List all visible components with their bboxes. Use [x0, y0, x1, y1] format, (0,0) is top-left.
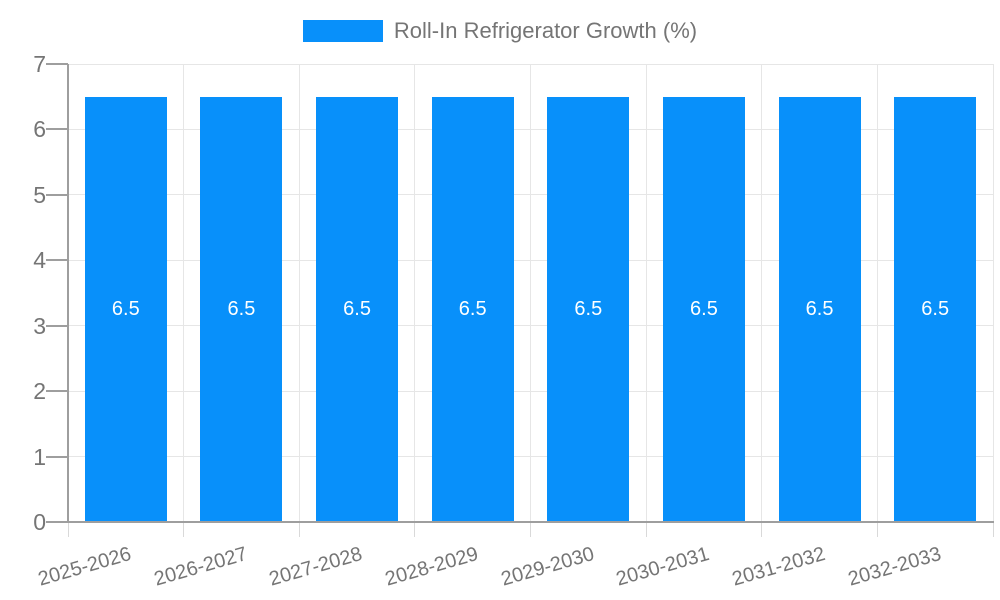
v-gridline: [298, 64, 300, 522]
legend-swatch: [302, 20, 383, 42]
bar-value-label: 6.5: [111, 298, 140, 321]
y-axis-tick-label: 6: [33, 116, 46, 143]
v-gridline: [992, 64, 994, 522]
x-axis-label: 2025-2026: [35, 543, 134, 591]
bar-value-label: 6.5: [574, 298, 603, 321]
bar[interactable]: [316, 96, 399, 522]
bar-value-label: 6.5: [458, 298, 487, 321]
x-axis-tick: [298, 522, 300, 537]
bar-value-label: 6.5: [805, 298, 834, 321]
bar-value-label: 6.5: [921, 298, 950, 321]
x-axis-tick: [67, 522, 69, 537]
x-axis-label: 2027-2028: [267, 543, 366, 591]
y-axis-tick-label: 4: [33, 247, 46, 274]
y-axis-tick: [46, 455, 68, 458]
x-axis-tick: [761, 522, 763, 537]
y-axis-tick: [46, 324, 68, 327]
bar[interactable]: [431, 96, 514, 522]
y-axis-tick: [46, 259, 68, 262]
x-axis-tick: [992, 522, 994, 537]
bar[interactable]: [894, 96, 977, 522]
x-axis-tick: [414, 522, 416, 537]
x-axis-label: 2031-2032: [729, 543, 828, 591]
x-axis-label: 2026-2027: [151, 543, 250, 591]
v-gridline: [876, 64, 878, 522]
x-axis-line: [46, 521, 994, 523]
y-axis-tick: [46, 63, 68, 65]
legend-label: Roll-In Refrigerator Growth (%): [393, 18, 698, 43]
bar[interactable]: [662, 96, 745, 522]
bar-value-label: 6.5: [690, 298, 718, 321]
y-axis-tick: [46, 390, 68, 393]
v-gridline: [183, 64, 185, 522]
v-gridline: [530, 64, 531, 522]
y-axis-tick-label: 3: [33, 312, 46, 339]
y-axis-tick-label: 5: [33, 181, 46, 208]
bar-value-label: 6.5: [227, 298, 256, 321]
v-gridline: [761, 64, 763, 522]
y-axis-tick-label: 1: [33, 443, 46, 470]
x-axis-tick: [645, 522, 647, 537]
y-axis-tick: [46, 193, 68, 196]
x-axis-label: 2029-2030: [498, 543, 597, 591]
x-axis-tick: [876, 522, 878, 537]
bar[interactable]: [200, 96, 283, 522]
legend[interactable]: Roll-In Refrigerator Growth (%): [0, 14, 1000, 48]
y-axis-tick: [46, 128, 68, 131]
bar[interactable]: [778, 96, 861, 522]
v-gridline: [414, 64, 416, 522]
y-axis-tick-label: 0: [33, 509, 46, 535]
bar[interactable]: [547, 96, 630, 522]
y-axis-line: [67, 64, 69, 522]
x-axis-label: 2032-2033: [845, 543, 944, 591]
v-gridline: [645, 64, 647, 522]
y-axis-tick-label: 2: [33, 378, 46, 405]
y-axis-tick-label: 7: [33, 51, 46, 77]
x-axis-tick: [530, 522, 531, 537]
bar-value-label: 6.5: [343, 298, 371, 321]
x-axis-label: 2030-2031: [613, 543, 713, 591]
x-axis-tick: [183, 522, 185, 537]
bar[interactable]: [84, 96, 167, 522]
x-axis-label: 2028-2029: [382, 543, 481, 591]
